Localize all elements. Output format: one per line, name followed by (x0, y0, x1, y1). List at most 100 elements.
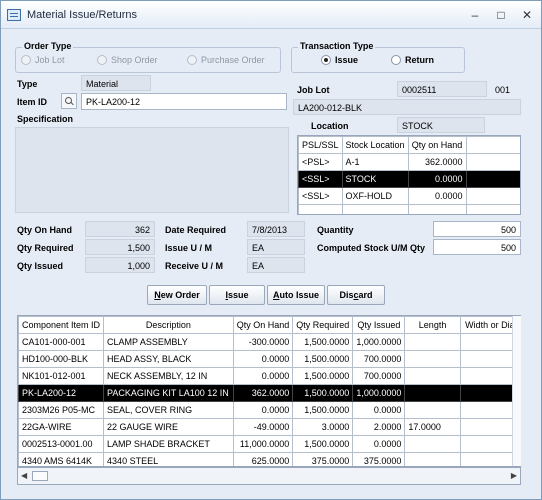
computed-qty-value: 500 (433, 239, 521, 255)
stock-grid-cell: <SSL> (298, 187, 343, 205)
qty-issued-label: Qty Issued (17, 261, 64, 271)
component-grid-row-selected[interactable]: PK-LA200-12 PACKAGING KIT LA100 12 IN 36… (18, 384, 520, 402)
component-cell (459, 384, 520, 402)
qty-on-hand-value: 362 (85, 221, 155, 237)
radio-purchase-order[interactable]: Purchase Order (187, 55, 265, 65)
component-grid-row[interactable]: 2303M26 P05-MC SEAL, COVER RING 0.0000 1… (18, 401, 520, 419)
issue-mnemonic: I (225, 290, 228, 300)
new-order-button[interactable]: New Order (147, 285, 207, 305)
stock-location-grid[interactable]: PSL/SSL Stock Location Qty on Hand <PSL>… (297, 135, 521, 215)
component-grid-header[interactable]: Length (404, 316, 461, 334)
component-cell: 1,500.0000 (292, 384, 354, 402)
discard-button-text-rest: ard (358, 290, 373, 300)
component-cell: PK-LA200-12 (18, 384, 105, 402)
quantity-input[interactable]: 500 (433, 221, 521, 237)
stock-grid-header[interactable]: PSL/SSL (298, 136, 343, 154)
item-id-label: Item ID (17, 97, 48, 107)
issue-um-value: EA (247, 239, 305, 255)
component-cell: 625.0000 (232, 452, 294, 466)
location-value: STOCK (397, 117, 485, 133)
component-cell (459, 435, 520, 453)
component-grid-header[interactable]: Width or Dia (459, 316, 520, 334)
job-lot-description: LA200-012-BLK (293, 99, 521, 115)
component-cell: 2.0000 (352, 418, 406, 436)
qty-required-value: 1,500 (85, 239, 155, 255)
scroll-right-icon[interactable]: ▶ (510, 471, 517, 480)
minimize-icon[interactable]: – (471, 8, 479, 22)
component-grid-header[interactable]: Description (103, 316, 234, 334)
component-cell (459, 350, 520, 368)
job-lot-value: 0002511 (397, 81, 487, 97)
radio-shop-order[interactable]: Shop Order (97, 55, 158, 65)
stock-grid-header[interactable]: Stock Location (341, 136, 409, 154)
stock-grid-filler (465, 153, 520, 171)
radio-job-lot[interactable]: Job Lot (21, 55, 65, 65)
component-cell: 1,500.0000 (292, 333, 354, 351)
issue-button[interactable]: Issue (209, 285, 265, 305)
discard-mnemonic: c (353, 290, 359, 300)
component-grid-row[interactable]: HD100-000-BLK HEAD ASSY, BLACK 0.0000 1,… (18, 350, 520, 368)
discard-button-text: Dis (339, 290, 354, 300)
component-cell: SEAL, COVER RING (103, 401, 234, 419)
radio-shop-order-label: Shop Order (111, 55, 158, 65)
component-cell: 375.0000 (352, 452, 406, 466)
stock-grid-header[interactable]: Qty on Hand (407, 136, 467, 154)
window-title: Material Issue/Returns (27, 9, 138, 21)
component-cell: 0.0000 (352, 401, 406, 419)
stock-grid-row[interactable]: <PSL> A-1 362.0000 (298, 153, 520, 171)
issue-um-label: Issue U / M (165, 243, 213, 253)
radio-issue[interactable]: Issue (321, 55, 358, 65)
stock-grid-cell: 362.0000 (407, 153, 467, 171)
component-grid-vertical-scrollbar[interactable] (512, 316, 521, 466)
stock-grid-row-selected[interactable]: <SSL> STOCK 0.0000 (298, 170, 520, 188)
component-cell: 17.0000 (404, 418, 461, 436)
component-cell: 1,500.0000 (292, 401, 354, 419)
component-grid-header[interactable]: Component Item ID (18, 316, 105, 334)
component-cell: 1,500.0000 (292, 435, 354, 453)
stock-grid-cell: <PSL> (298, 153, 343, 171)
component-grid-header[interactable]: Qty Required (292, 316, 354, 334)
radio-circle-icon (21, 55, 31, 65)
transaction-type-group: Transaction Type (291, 41, 465, 73)
radio-return[interactable]: Return (391, 55, 434, 65)
specification-textarea[interactable] (15, 127, 289, 213)
job-lot-suffix: 001 (495, 85, 511, 95)
component-grid-header[interactable]: Qty On Hand (232, 316, 294, 334)
discard-button[interactable]: Discard (327, 285, 385, 305)
component-cell: NK101-012-001 (18, 367, 105, 385)
new-order-mnemonic: N (154, 290, 161, 300)
component-cell (404, 401, 461, 419)
component-grid-row[interactable]: 22GA-WIRE 22 GAUGE WIRE -49.0000 3.0000 … (18, 418, 520, 436)
scroll-left-icon[interactable]: ◀ (21, 471, 28, 480)
transaction-type-label: Transaction Type (298, 41, 376, 51)
close-icon[interactable]: ✕ (521, 8, 533, 22)
component-grid-horizontal-scrollbar[interactable]: ◀ ▶ (17, 467, 521, 485)
stock-grid-row[interactable]: <SSL> OXF-HOLD 0.0000 (298, 187, 520, 205)
type-value: Material (81, 75, 151, 91)
component-cell: CLAMP ASSEMBLY (103, 333, 234, 351)
stock-grid-cell: OXF-HOLD (341, 187, 409, 205)
component-grid-row[interactable]: 4340 AMS 6414K 4340 STEEL 625.0000 375.0… (18, 452, 520, 466)
component-grid-header[interactable]: Qty Issued (352, 316, 406, 334)
stock-grid-cell: 0.0000 (407, 187, 467, 205)
maximize-icon[interactable]: □ (497, 8, 505, 22)
component-grid-row[interactable]: 0002513-0001.00 LAMP SHADE BRACKET 11,00… (18, 435, 520, 453)
component-cell (404, 435, 461, 453)
item-id-input[interactable]: PK-LA200-12 (81, 93, 287, 110)
order-type-label: Order Type (22, 41, 74, 51)
component-grid-row[interactable]: NK101-012-001 NECK ASSEMBLY, 12 IN 0.000… (18, 367, 520, 385)
component-grid[interactable]: Component Item ID Description Qty On Han… (17, 315, 521, 467)
component-cell: NECK ASSEMBLY, 12 IN (103, 367, 234, 385)
component-cell: 1,000.0000 (352, 333, 406, 351)
stock-grid-cell: <SSL> (298, 170, 343, 188)
component-cell: -300.0000 (232, 333, 294, 351)
auto-issue-button[interactable]: Auto Issue (267, 285, 325, 305)
item-lookup-icon[interactable] (61, 93, 77, 109)
component-grid-row[interactable]: CA101-000-001 CLAMP ASSEMBLY -300.0000 1… (18, 333, 520, 351)
date-required-label: Date Required (165, 225, 227, 235)
component-cell (404, 452, 461, 466)
component-cell (404, 384, 461, 402)
order-type-group: Order Type (15, 41, 281, 73)
scroll-thumb[interactable] (32, 471, 48, 481)
radio-circle-icon (187, 55, 197, 65)
